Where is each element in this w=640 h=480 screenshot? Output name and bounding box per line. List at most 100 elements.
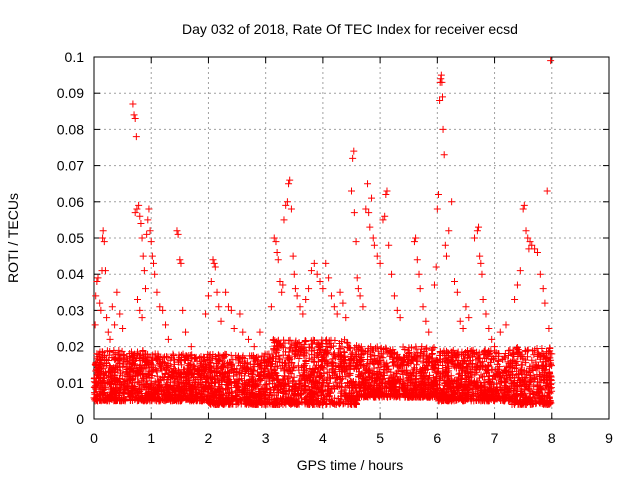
data-point bbox=[153, 288, 161, 296]
data-point bbox=[448, 198, 456, 206]
data-point bbox=[213, 288, 221, 296]
data-point bbox=[282, 201, 290, 209]
data-point bbox=[547, 57, 555, 65]
data-point bbox=[422, 317, 430, 325]
band-point bbox=[179, 366, 187, 374]
band-point bbox=[295, 354, 303, 362]
band-point bbox=[118, 371, 126, 379]
x-tick-label: 9 bbox=[605, 430, 613, 446]
data-point bbox=[475, 223, 483, 231]
band-point bbox=[167, 373, 175, 381]
data-point bbox=[101, 267, 109, 275]
data-point bbox=[366, 223, 374, 231]
band-point bbox=[296, 372, 304, 380]
band-point bbox=[192, 386, 200, 394]
band-point bbox=[195, 354, 203, 362]
band-point bbox=[274, 382, 282, 390]
band-point bbox=[337, 376, 345, 384]
data-point bbox=[541, 299, 549, 307]
band-point bbox=[236, 369, 244, 377]
band-point bbox=[123, 366, 131, 374]
data-point bbox=[440, 151, 448, 159]
band-point bbox=[277, 341, 285, 349]
data-point bbox=[143, 230, 151, 238]
band-point bbox=[344, 339, 352, 347]
band-point bbox=[389, 362, 397, 370]
band-point bbox=[306, 373, 314, 381]
band-point bbox=[291, 390, 299, 398]
band-point bbox=[336, 345, 344, 353]
band-point bbox=[134, 388, 142, 396]
band-point bbox=[329, 359, 337, 367]
data-point bbox=[287, 205, 295, 213]
band-point bbox=[135, 378, 143, 386]
band-point bbox=[281, 359, 289, 367]
band-point bbox=[169, 352, 177, 360]
data-point bbox=[119, 325, 127, 332]
y-tick-label: 0.01 bbox=[57, 375, 84, 391]
band-point bbox=[281, 365, 289, 373]
band-point bbox=[302, 337, 310, 345]
band-point bbox=[338, 379, 346, 387]
band-point bbox=[188, 397, 196, 405]
band-point bbox=[307, 368, 315, 376]
data-point bbox=[496, 328, 504, 336]
data-point bbox=[291, 285, 299, 293]
data-point bbox=[545, 325, 553, 332]
data-point bbox=[148, 252, 156, 260]
data-point bbox=[104, 328, 112, 336]
band-point bbox=[220, 360, 228, 368]
data-point bbox=[442, 252, 450, 260]
band-point bbox=[142, 383, 150, 391]
band-point bbox=[156, 353, 164, 361]
band-point bbox=[344, 394, 352, 402]
data-point bbox=[519, 205, 527, 213]
data-point bbox=[296, 303, 304, 311]
band-point bbox=[281, 339, 289, 347]
data-point bbox=[352, 238, 360, 246]
data-point bbox=[333, 310, 341, 318]
band-point bbox=[161, 382, 169, 390]
band-point bbox=[258, 398, 266, 406]
band-point bbox=[322, 342, 330, 350]
band-point bbox=[118, 347, 126, 355]
band-point bbox=[261, 367, 269, 375]
band-point bbox=[129, 386, 137, 394]
band-point bbox=[209, 389, 217, 397]
band-point bbox=[338, 387, 346, 395]
data-point bbox=[413, 256, 421, 264]
band-point bbox=[251, 393, 259, 401]
band-point bbox=[178, 370, 186, 378]
band-point bbox=[164, 362, 172, 370]
band-point bbox=[166, 386, 174, 394]
band-point bbox=[175, 397, 183, 405]
band-point bbox=[349, 383, 357, 391]
x-tick-label: 2 bbox=[205, 430, 213, 446]
data-point bbox=[354, 285, 362, 293]
band-point bbox=[233, 393, 241, 401]
band-point bbox=[309, 366, 317, 374]
band-point bbox=[325, 385, 333, 393]
band-point bbox=[306, 343, 314, 351]
data-point bbox=[202, 310, 210, 318]
band-point bbox=[228, 361, 236, 369]
band-point bbox=[301, 383, 309, 391]
band-point bbox=[152, 366, 160, 374]
band-point bbox=[300, 381, 308, 389]
band-point bbox=[182, 379, 190, 387]
band-point bbox=[110, 364, 118, 372]
band-point bbox=[123, 383, 131, 391]
band-point bbox=[232, 396, 240, 404]
data-point bbox=[415, 270, 423, 278]
band-point bbox=[130, 351, 138, 359]
band-point bbox=[122, 358, 130, 366]
band-point bbox=[306, 400, 314, 408]
band-point bbox=[268, 395, 276, 403]
band-point bbox=[205, 383, 213, 391]
band-point bbox=[322, 376, 330, 384]
band-point bbox=[194, 370, 202, 378]
band-point bbox=[337, 389, 345, 397]
band-point bbox=[205, 364, 213, 372]
band-point bbox=[260, 371, 268, 379]
data-point bbox=[138, 314, 146, 322]
